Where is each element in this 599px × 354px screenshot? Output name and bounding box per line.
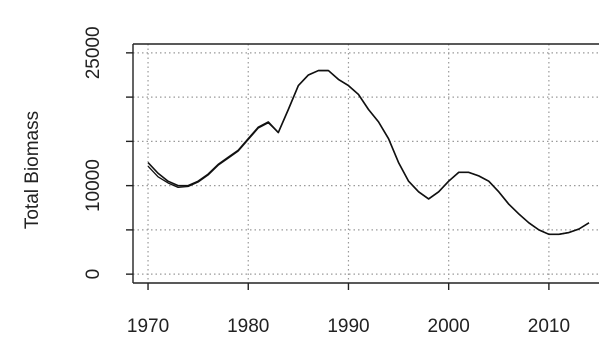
y-tick-label-2: 10000 [83, 159, 104, 212]
y-tick-label-0: 0 [83, 269, 104, 280]
x-tick-label-1: 1980 [227, 316, 269, 337]
x-tick-label-0: 1970 [127, 316, 169, 337]
series-lines [147, 69, 590, 236]
x-tick-label-2: 1990 [327, 316, 369, 337]
series-line-0 [147, 69, 590, 236]
y-axis-ticks: 0 10000 25000 [83, 26, 133, 279]
y-axis-title: Total Biomass [22, 111, 43, 229]
axes [132, 43, 599, 284]
y-tick-label-5: 25000 [83, 26, 104, 79]
x-tick-label-4: 2010 [528, 316, 570, 337]
x-tick-label-3: 2000 [428, 316, 470, 337]
grid-lines [133, 44, 599, 283]
x-axis-ticks: 1970 1980 1990 2000 2010 [127, 283, 570, 337]
series-line-1 [147, 69, 590, 235]
